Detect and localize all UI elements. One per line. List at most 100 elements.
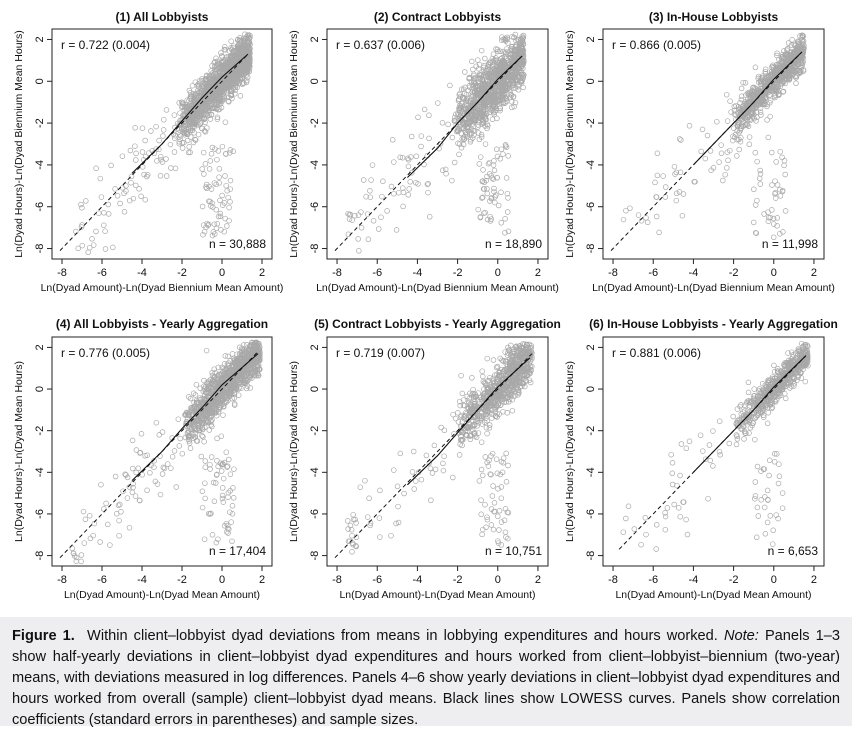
scatter-point <box>644 215 649 220</box>
y-tick-label: -8 <box>309 551 321 561</box>
scatter-point <box>774 160 779 165</box>
scatter-point <box>134 151 139 156</box>
scatter-point <box>131 196 136 201</box>
scatter-point <box>200 167 205 172</box>
scatter-point <box>435 101 440 106</box>
scatter-point <box>130 466 135 471</box>
y-tick-label: -4 <box>34 160 46 170</box>
scatter-point <box>209 151 214 156</box>
x-tick-label: -4 <box>689 267 699 279</box>
scatter-point <box>753 65 758 70</box>
scatter-points <box>70 340 263 564</box>
scatter-point <box>645 220 650 225</box>
scatter-point <box>485 356 490 361</box>
scatter-point <box>130 490 135 495</box>
scatter-point <box>391 160 396 165</box>
scatter-point <box>218 198 223 203</box>
scatter-point <box>212 499 217 504</box>
scatter-point <box>782 158 787 163</box>
scatter-point <box>499 190 504 195</box>
scatter-point <box>223 120 228 125</box>
scatter-point <box>486 161 491 166</box>
y-tick-label: -2 <box>34 118 46 128</box>
scatter-point <box>188 446 193 451</box>
panel-title: (2) Contract Lobbyists <box>374 10 502 24</box>
scatter-point <box>80 205 85 210</box>
scatter-point <box>230 539 235 544</box>
panel-4: (4) All Lobbyists - Yearly Aggregation-8… <box>13 317 272 601</box>
scatter-point <box>128 148 133 153</box>
scatter-point <box>490 117 495 122</box>
scatter-point <box>174 485 179 490</box>
scatter-points <box>345 342 534 555</box>
x-axis-label: Ln(Dyad Amount)-Ln(Dyad Biennium Mean Am… <box>41 282 284 294</box>
y-axis-label: Ln(Dyad Hours)-Ln(Dyad Biennium Mean Hou… <box>564 30 576 258</box>
scatter-point <box>724 166 729 171</box>
scatter-points <box>621 33 806 240</box>
scatter-point <box>768 114 773 119</box>
scatter-point <box>201 150 206 155</box>
x-tick-label: 0 <box>771 267 777 279</box>
scatter-point <box>226 495 231 500</box>
scatter-point <box>491 52 496 57</box>
scatter-point <box>87 513 92 518</box>
y-tick-label: 0 <box>309 386 321 392</box>
scatter-point <box>209 455 214 460</box>
scatter-point <box>202 172 207 177</box>
scatter-point <box>778 149 783 154</box>
scatter-point <box>143 138 148 143</box>
scatter-point <box>117 533 122 538</box>
scatter-point <box>170 454 175 459</box>
scatter-point <box>479 48 484 53</box>
y-tick-label: 0 <box>34 386 46 392</box>
scatter-point <box>90 236 95 241</box>
scatter-point <box>759 113 764 118</box>
scatter-point <box>209 424 214 429</box>
scatter-point <box>83 199 88 204</box>
scatter-point <box>238 94 243 99</box>
scatter-point <box>401 204 406 209</box>
scatter-point <box>231 495 236 500</box>
scatter-point <box>503 216 508 221</box>
y-tick-label: 0 <box>309 78 321 84</box>
x-axis-label: Ln(Dyad Amount)-Ln(Dyad Biennium Mean Am… <box>316 282 559 294</box>
scatter-point <box>782 163 787 168</box>
scatter-point <box>492 168 497 173</box>
y-tick-label: 2 <box>309 36 321 42</box>
scatter-point <box>190 83 195 88</box>
y-tick-label: 0 <box>34 78 46 84</box>
scatter-point <box>180 451 185 456</box>
scatter-point <box>221 413 226 418</box>
y-tick-label: -4 <box>309 160 321 170</box>
scatter-point <box>475 58 480 63</box>
scatter-point <box>755 159 760 164</box>
scatter-point <box>228 472 233 477</box>
scatter-point <box>758 182 763 187</box>
scatter-point <box>402 491 407 496</box>
scatter-point <box>133 125 138 130</box>
scatter-point <box>450 135 455 140</box>
scatter-point <box>739 86 744 91</box>
y-tick-label: 2 <box>34 344 46 350</box>
y-tick-label: -8 <box>309 244 321 254</box>
x-tick-label: -8 <box>57 574 67 586</box>
y-axis-label: Ln(Dyad Hours)-Ln(Dyad Biennium Mean Hou… <box>288 30 300 258</box>
x-tick-label: -2 <box>453 267 463 279</box>
correlation-annotation: r = 0.722 (0.004) <box>61 38 150 52</box>
scatter-point <box>494 147 499 152</box>
scatter-point <box>161 134 166 139</box>
scatter-point <box>719 151 724 156</box>
scatter-point <box>406 164 411 169</box>
scatter-point <box>224 224 229 229</box>
scatter-point <box>200 505 205 510</box>
x-tick-label: 0 <box>495 574 501 586</box>
x-tick-label: -2 <box>177 267 187 279</box>
scatter-point <box>361 178 366 183</box>
scatter-point <box>432 443 437 448</box>
scatter-point <box>427 214 432 219</box>
correlation-annotation: r = 0.776 (0.005) <box>61 346 150 360</box>
panel-title: (5) Contract Lobbyists - Yearly Aggregat… <box>314 317 561 331</box>
